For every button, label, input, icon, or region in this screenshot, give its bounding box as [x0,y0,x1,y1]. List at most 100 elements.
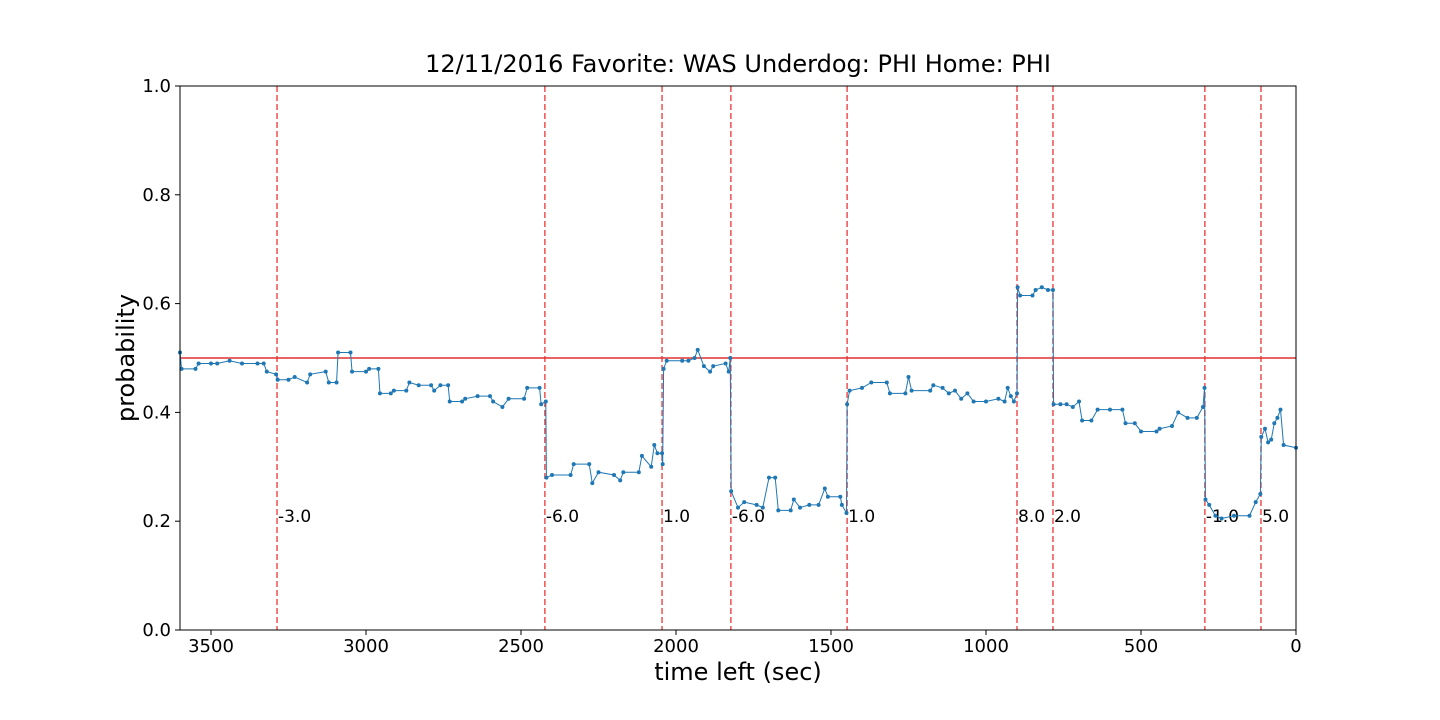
x-tick-label: 2000 [653,636,699,657]
data-point [261,361,266,366]
x-tick-label: 3000 [343,636,389,657]
data-point [460,399,465,404]
data-point [723,361,728,366]
data-point [488,394,492,399]
data-point [728,356,733,360]
data-point [308,372,313,377]
data-point [906,375,911,380]
data-point [736,505,740,510]
data-point [326,380,331,385]
data-point [1281,443,1286,448]
data-point [946,391,951,396]
data-point [959,396,964,401]
data-point [350,369,355,374]
y-tick-label: 0.2 [142,511,171,532]
data-point [432,388,437,393]
x-tick-label: 2500 [498,636,544,657]
data-point [404,388,409,393]
data-point [543,399,548,404]
data-point [655,451,660,456]
data-point [215,361,220,366]
y-tick-label: 0.8 [142,185,171,206]
data-point [649,464,654,469]
data-point [1263,426,1267,431]
event-label: 1.0 [663,507,690,527]
y-tick-label: 0.6 [142,294,171,315]
data-point [1077,399,1081,404]
data-point [1132,421,1137,426]
data-point [621,470,626,475]
data-point [767,475,771,480]
data-point [475,394,480,399]
data-point [522,396,527,401]
data-point [323,369,328,374]
data-point [1080,418,1085,423]
data-point [1050,288,1055,292]
data-point [1269,437,1274,442]
data-point [336,350,341,355]
data-point [1120,407,1125,412]
data-point [416,383,421,388]
data-point [1070,404,1075,409]
data-point [1005,385,1010,390]
data-point [193,366,198,371]
data-point [636,470,641,475]
event-label: -6.0 [546,507,579,527]
y-tick-label: 1.0 [142,76,171,97]
data-point [1064,402,1069,407]
data-point [660,451,665,456]
data-point [209,361,213,366]
data-point [798,505,802,510]
data-point [695,347,700,352]
data-point [953,388,957,393]
data-point [1213,513,1218,518]
data-point [680,358,685,363]
data-point [788,508,793,513]
data-point [931,383,936,388]
data-point [1051,402,1056,407]
data-point [639,453,644,458]
data-point [377,391,382,396]
data-point [274,372,279,377]
data-point [1089,418,1094,423]
data-point [596,470,601,475]
data-point [965,391,970,396]
data-point [860,385,864,390]
data-point [1201,404,1205,409]
data-point [525,385,530,390]
data-point [838,494,843,499]
data-point [568,472,573,477]
data-point [264,369,269,374]
data-point [1123,421,1128,426]
data-point [847,388,852,393]
data-point [391,388,396,393]
data-point [305,380,310,385]
data-point [1253,500,1258,505]
data-point [661,366,666,371]
y-tick-label: 0.4 [142,402,171,423]
data-point [903,391,908,396]
data-point [544,475,549,480]
plot-frame [179,85,1297,631]
data-point [971,399,976,404]
data-point [1194,415,1199,420]
data-point [1046,288,1050,292]
data-point [447,399,452,404]
data-point [1185,415,1190,420]
data-point [618,478,623,483]
data-point [726,369,731,374]
data-point [539,402,544,407]
data-point [491,399,496,404]
data-point [376,366,381,371]
data-point [1139,429,1143,434]
x-tick-label: 1000 [963,636,1009,657]
data-point [1202,385,1207,390]
data-point [692,356,697,360]
data-point [1058,402,1063,407]
data-point [334,380,339,385]
data-point [1011,399,1016,404]
data-point [612,472,616,477]
event-label: -6.0 [732,507,765,527]
data-point [1232,513,1236,518]
